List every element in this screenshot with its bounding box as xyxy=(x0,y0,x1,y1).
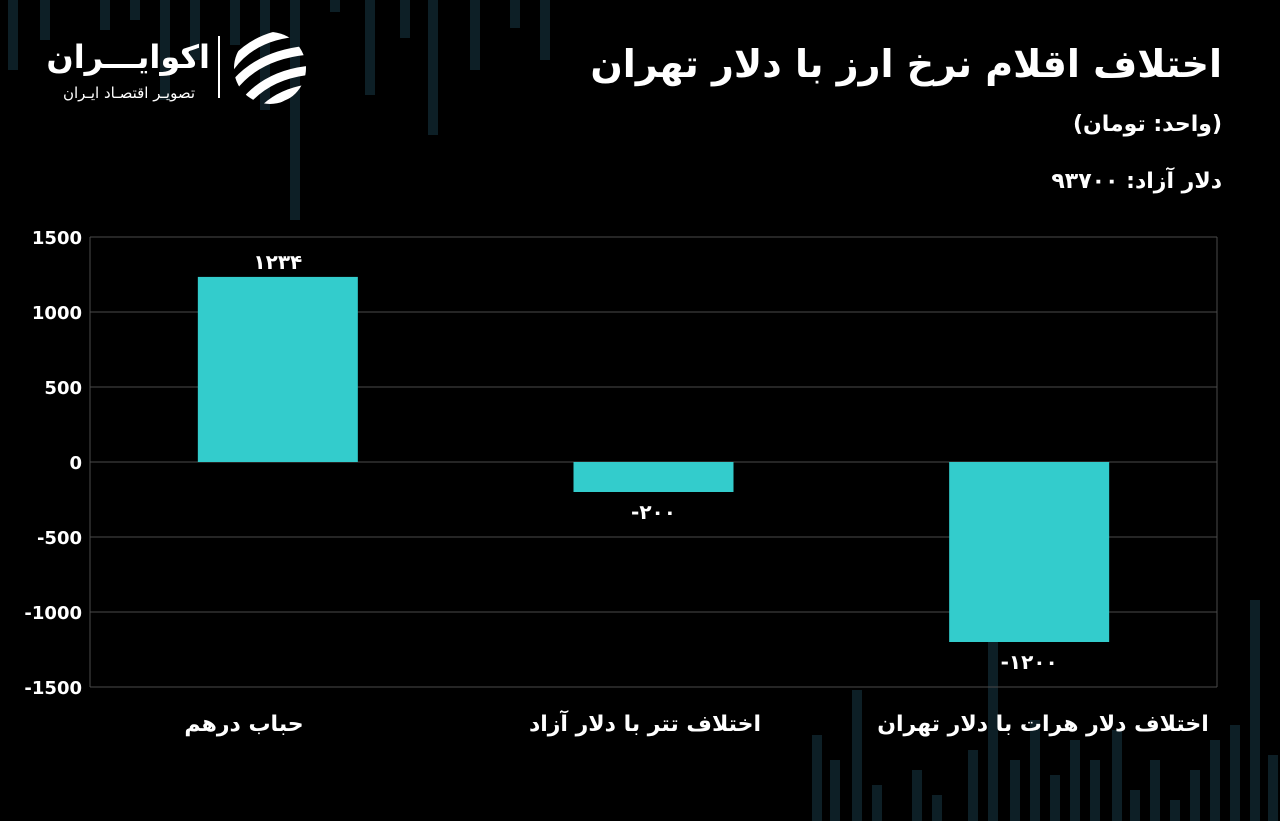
decor-candle-bottom xyxy=(1050,775,1060,821)
decor-candle-bottom xyxy=(872,785,882,821)
decor-candle-bottom xyxy=(932,795,942,821)
decor-candle-bottom xyxy=(812,735,822,821)
decor-candle-top xyxy=(130,0,140,20)
bar xyxy=(197,276,358,462)
y-tick-label: -1500 xyxy=(24,678,82,699)
ecoiran-logo-icon xyxy=(234,32,306,104)
decor-candle-top xyxy=(40,0,50,40)
decor-candle-bottom xyxy=(1230,725,1240,821)
free-dollar-note: دلار آزاد: ۹۳۷۰۰ xyxy=(1051,169,1222,194)
decor-candle-bottom xyxy=(1130,790,1140,821)
y-tick-label: -500 xyxy=(37,528,82,549)
decor-candle-top xyxy=(330,0,340,12)
category-label-dirham-bubble: حباب درهم xyxy=(184,712,304,737)
decor-candle-top xyxy=(230,0,240,45)
decor-candle-top xyxy=(8,0,18,70)
decor-candle-top xyxy=(428,0,438,135)
chart-subtitle: (واحد: تومان) xyxy=(1072,112,1222,137)
decor-candle-bottom xyxy=(968,750,978,821)
decor-candle-bottom xyxy=(1170,800,1180,821)
y-tick-label: 1500 xyxy=(32,228,82,249)
decor-candle-bottom xyxy=(912,770,922,821)
bar-value-label: -۲۰۰ xyxy=(631,500,676,524)
decor-candle-top xyxy=(260,0,270,110)
decor-candle-bottom xyxy=(988,640,998,821)
category-label-tether-vs-free-dollar: اختلاف تتر با دلار آزاد xyxy=(528,712,762,737)
bar xyxy=(949,462,1110,642)
decor-candle-bottom xyxy=(852,690,862,821)
decor-candle-bottom xyxy=(1210,740,1220,821)
decor-candle-bottom xyxy=(1112,730,1122,821)
decor-candle-top xyxy=(100,0,110,30)
decor-candle-bottom xyxy=(1010,760,1020,821)
y-tick-label: 0 xyxy=(69,453,82,474)
logo-tagline: تصویـر اقتصـاد ایـران xyxy=(62,84,196,102)
decor-candle-top xyxy=(160,0,170,100)
y-tick-label: 1000 xyxy=(32,303,82,324)
y-tick-label: -1000 xyxy=(24,603,82,624)
decor-candle-bottom xyxy=(1250,600,1260,821)
bar-value-label: -۱۲۰۰ xyxy=(1001,650,1058,674)
decor-candle-top xyxy=(190,0,200,60)
decor-candle-top xyxy=(470,0,480,70)
decor-candle-bottom xyxy=(1190,770,1200,821)
y-tick-label: 500 xyxy=(44,378,82,399)
decor-candle-bottom xyxy=(1090,760,1100,821)
chart-title: اختلاف اقلام نرخ ارز با دلار تهران xyxy=(590,42,1222,86)
decor-candle-bottom xyxy=(830,760,840,821)
decor-candle-top xyxy=(290,0,300,220)
category-label-herat-vs-tehran-dollar: اختلاف دلار هرات با دلار تهران xyxy=(877,712,1209,737)
decor-candle-bottom xyxy=(1070,740,1080,821)
logo-divider xyxy=(218,36,220,98)
decor-candle-top xyxy=(365,0,375,95)
logo: اکوایـــران تصویـر اقتصـاد ایـران xyxy=(46,30,318,110)
free-dollar-value: ۹۳۷۰۰ xyxy=(1051,169,1119,194)
decor-candle-top xyxy=(400,0,410,38)
decor-candle-bottom xyxy=(1268,755,1278,821)
decor-candle-bottom xyxy=(1030,720,1040,821)
free-dollar-label: دلار آزاد: xyxy=(1126,169,1222,194)
decor-candle-top xyxy=(510,0,520,28)
decor-candle-bottom xyxy=(1150,760,1160,821)
logo-name: اکوایـــران xyxy=(46,38,210,76)
bar xyxy=(573,462,734,492)
decor-candle-top xyxy=(540,0,550,60)
bar-value-label: ۱۲۳۴ xyxy=(253,250,302,274)
